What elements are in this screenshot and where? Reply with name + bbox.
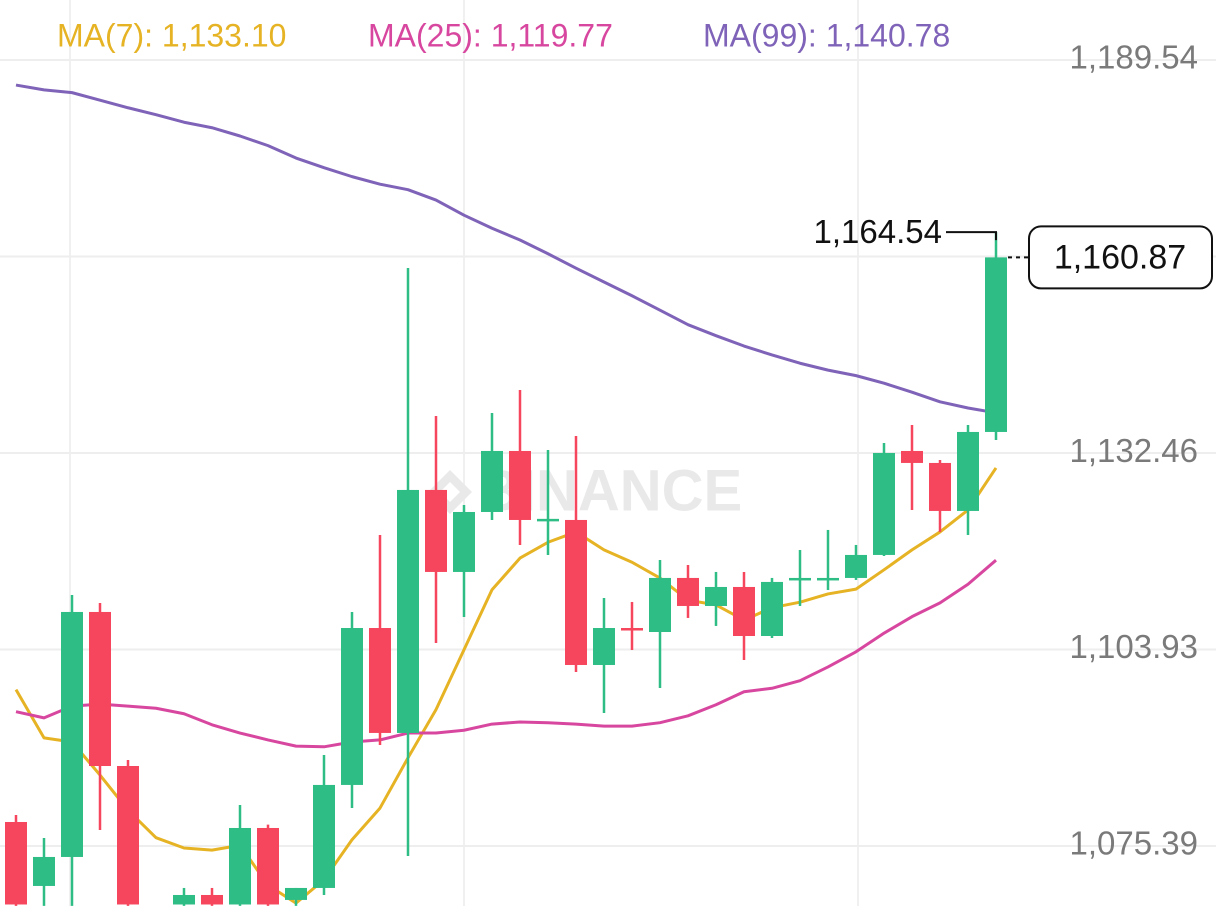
watermark-group: BINANCE [428,458,742,523]
candles [5,232,1007,906]
candle-body [957,431,979,511]
candle-body [285,887,307,900]
candle-body [565,519,587,665]
y-axis: 1,189.541,161.001,132.461,103.931,075.39 [1070,39,1198,862]
candle-body [313,784,335,888]
candle-body [369,628,391,733]
ma-line [15,83,997,415]
candle-body [509,450,531,520]
legend-entry: MA(25): 1,119.77 [368,17,613,53]
candle-body [593,628,615,665]
y-tick-label: 1,103.93 [1070,628,1198,665]
ma-lines [14,83,998,905]
candle-body [537,518,559,522]
candle-body [873,452,895,555]
candle-body [733,586,755,636]
candle-body [677,577,699,606]
candle-body [929,462,951,511]
candle-body [621,628,643,631]
y-tick-label: 1,189.54 [1070,39,1198,76]
last-price-label: 1,160.87 [1054,238,1186,276]
candle-body [761,581,783,636]
candle-body [453,511,475,572]
candle-body [61,611,83,857]
candle-body [173,894,195,905]
candle-body [201,894,223,905]
max-marker-line [946,231,997,241]
candle-body [89,611,111,767]
candle-body [5,821,27,905]
max-label: 1,164.54 [814,213,942,250]
candle-body [817,577,839,581]
candle-body [117,766,139,905]
price-labels: 1,164.54 1,160.87 [814,213,1213,290]
legend: MA(7): 1,133.10 MA(25): 1,119.77 MA(99): 1… [57,17,950,53]
candle-body [425,489,447,572]
legend-entry: MA(99): 1,140.78 [703,17,950,53]
candle-body [845,554,867,578]
last-price-box [1028,225,1213,290]
candle-body [341,628,363,785]
y-tick-label: 1,132.46 [1070,432,1198,469]
candle-body [229,827,251,905]
candle-body [481,450,503,512]
candle-body [257,827,279,905]
ma-line [15,559,997,749]
candle-body [789,577,811,581]
candle-body [33,856,55,886]
ma-line [14,467,998,905]
candle-body [705,586,727,606]
legend-entry: MA(7): 1,133.10 [57,17,286,53]
candle-body [901,450,923,463]
candle-body [649,577,671,633]
candle-body [985,257,1007,432]
candle-body [397,489,419,733]
y-tick-label: 1,075.39 [1070,825,1198,862]
